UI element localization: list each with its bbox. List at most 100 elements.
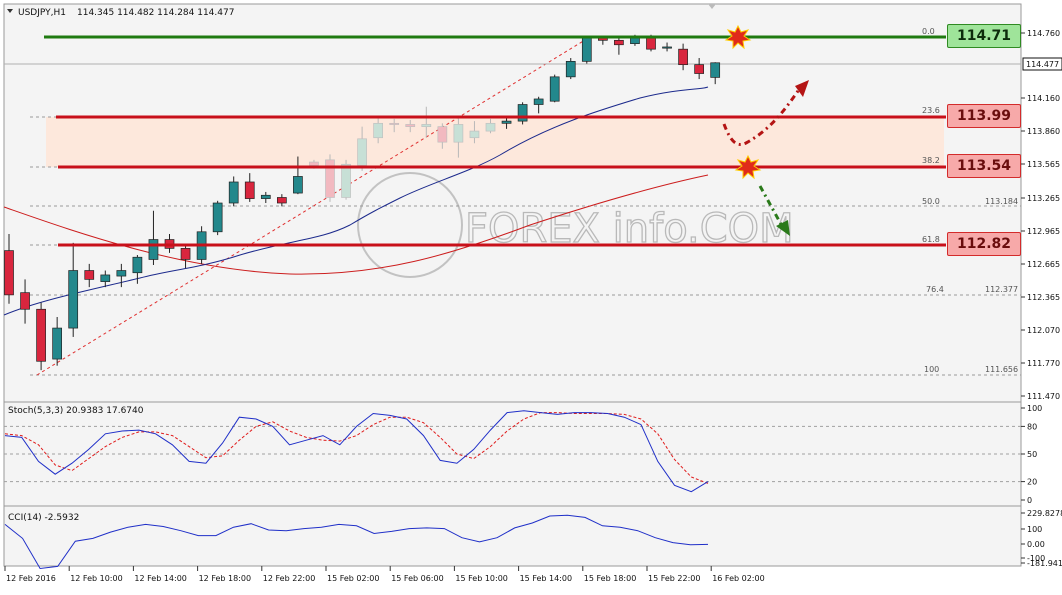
candle — [20, 279, 30, 324]
fib-764-price: 112.377 — [985, 285, 1018, 294]
time-tick-label: 16 Feb 02:00 — [712, 574, 764, 583]
stoch-tick-label: 80 — [1027, 422, 1037, 431]
slow-moving-average — [3, 174, 709, 275]
breakout-star-icon-top — [724, 24, 752, 50]
candle-body — [260, 194, 271, 199]
candle-body — [678, 48, 688, 66]
cci-axis: 229.8278 100 0.00 -100-181.9415 — [1021, 509, 1062, 568]
price-axis: 114.760 114.160 113.860 113.565 113.265 112.9… — [1021, 29, 1060, 401]
cci-tick-label: -100 — [1027, 554, 1045, 563]
cci-pane — [3, 505, 1022, 567]
candle-body — [694, 64, 705, 74]
candle-body — [228, 181, 239, 204]
price-pane — [3, 3, 1022, 403]
candle — [100, 270, 111, 288]
fib-236-label: 23.6 — [922, 106, 940, 115]
candle-body — [325, 159, 335, 198]
candle-body — [565, 60, 576, 78]
candle — [325, 154, 335, 202]
candle — [710, 62, 721, 85]
fib-0-label: 0.0 — [922, 27, 935, 36]
time-tick-label: 15 Feb 06:00 — [391, 574, 443, 583]
time-tick-label: 15 Feb 14:00 — [520, 574, 572, 583]
candle-body — [309, 161, 319, 166]
candle-body — [84, 270, 95, 280]
candle-body — [614, 39, 624, 46]
cci-tick-label: 0.00 — [1027, 540, 1045, 549]
candle-body — [180, 248, 191, 260]
candle — [437, 123, 448, 149]
candle — [52, 317, 63, 366]
candle — [228, 176, 239, 207]
candle — [36, 302, 46, 371]
level-label-r1: 113.99 — [947, 104, 1021, 128]
down-arrowhead-icon — [776, 220, 790, 236]
candle — [421, 106, 432, 138]
breakout-star-icon-mid — [734, 154, 762, 180]
cci-title: CCI(14) -2.5932 — [8, 513, 79, 523]
candle — [565, 58, 576, 80]
candle — [453, 117, 464, 158]
level-label-r2: 113.54 — [947, 154, 1021, 178]
cci-tick-label: -181.9415 — [1027, 559, 1062, 568]
ohlc-readout: 114.345 114.482 114.284 114.477 — [77, 8, 234, 18]
candle-body — [485, 122, 496, 132]
candle — [180, 246, 191, 269]
stoch-tick-label: 0 — [1027, 496, 1032, 505]
candle-body — [517, 104, 528, 122]
candle-body — [662, 46, 672, 49]
candle-body — [52, 327, 63, 360]
candle — [662, 42, 672, 52]
candle — [549, 74, 560, 103]
stoch-tick-label: 20 — [1027, 478, 1037, 487]
candle-body — [148, 239, 159, 260]
candle-body — [421, 124, 432, 127]
up-arrowhead-icon — [795, 80, 809, 97]
time-tick-label: 12 Feb 2016 — [6, 574, 56, 583]
candle-body — [277, 197, 287, 204]
symbol-label: USDJPY,H1 — [18, 8, 66, 18]
candle — [116, 263, 127, 288]
candle-body — [293, 176, 303, 194]
price-tick-label: 112.365 — [1027, 293, 1060, 302]
candle-body — [341, 163, 351, 198]
candle-body — [4, 250, 14, 296]
time-tick-label: 15 Feb 18:00 — [584, 574, 636, 583]
time-tick-label: 12 Feb 10:00 — [70, 574, 122, 583]
level-label-top: 114.71 — [947, 24, 1021, 48]
price-tick-label: 113.265 — [1027, 194, 1060, 203]
fib-50-label: 50.0 — [922, 197, 940, 206]
candle — [389, 118, 400, 133]
candle-body — [501, 120, 512, 124]
time-tick-label: 12 Feb 14:00 — [134, 574, 186, 583]
candle-body — [20, 292, 30, 310]
price-tick-label: 113.860 — [1027, 127, 1060, 136]
time-tick-label: 12 Feb 18:00 — [199, 574, 251, 583]
candle — [614, 37, 624, 55]
candle — [678, 43, 688, 71]
scroll-marker-icon — [708, 4, 716, 9]
candle-body — [244, 181, 255, 199]
stoch-signal-line — [4, 412, 709, 484]
candle-body — [373, 122, 383, 139]
candle — [4, 234, 14, 304]
candle-body — [453, 124, 464, 143]
candle-body — [116, 270, 127, 277]
candle — [694, 58, 705, 80]
candle — [277, 194, 287, 207]
candle — [293, 156, 303, 195]
cci-tick-label: 100 — [1027, 525, 1042, 534]
candle — [260, 191, 271, 204]
fast-moving-average — [3, 86, 709, 316]
fib-100-price: 111.656 — [985, 365, 1018, 374]
current-price-label: 114.477 — [1026, 60, 1059, 69]
price-tick-label: 111.770 — [1027, 359, 1060, 368]
chart-menu-arrow-icon[interactable] — [7, 9, 13, 13]
candle-body — [68, 270, 79, 329]
cci-tick-label: 229.8278 — [1027, 509, 1062, 518]
time-tick-label: 15 Feb 02:00 — [327, 574, 379, 583]
fib-100-label: 100 — [924, 365, 939, 374]
candle-body — [100, 274, 111, 282]
candle — [517, 102, 528, 125]
